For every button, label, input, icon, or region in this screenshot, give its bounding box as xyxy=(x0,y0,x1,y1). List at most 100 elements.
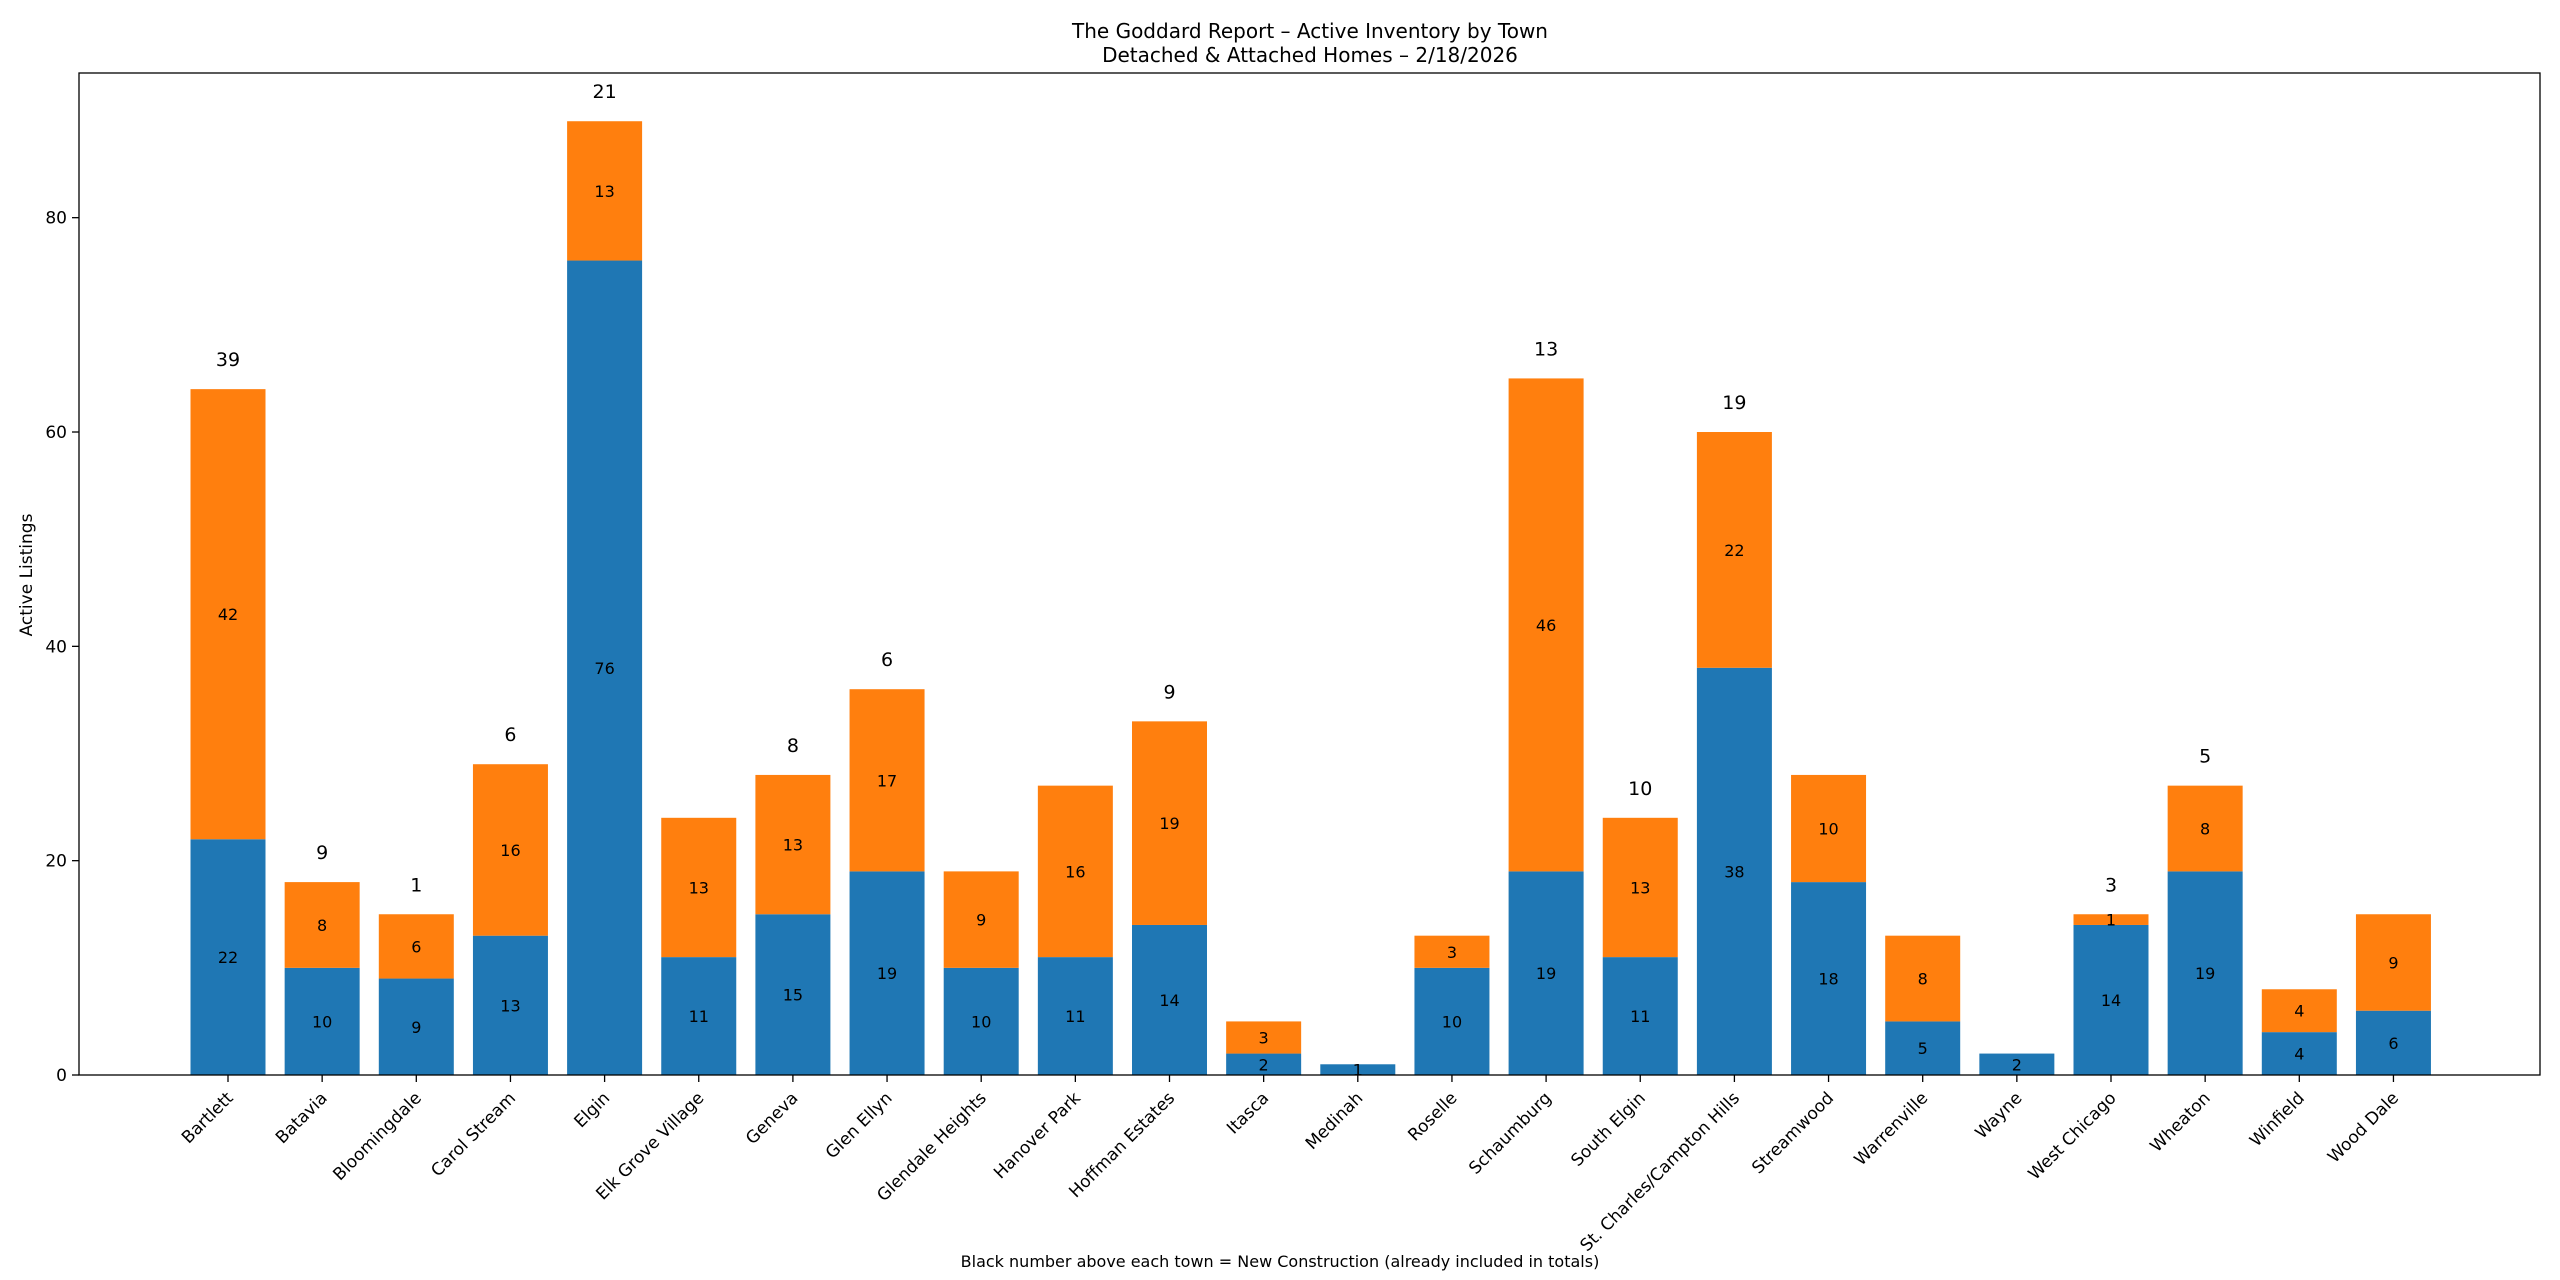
bar-detached-label: 4 xyxy=(2294,1045,2304,1064)
bar-attached xyxy=(2073,914,2149,925)
new-construction-label: 6 xyxy=(504,724,516,746)
chart-title: The Goddard Report – Active Inventory by… xyxy=(1071,19,1548,43)
bar-attached xyxy=(1226,1021,1302,1054)
new-construction-label: 13 xyxy=(1534,338,1558,360)
bar-detached-label: 11 xyxy=(1065,1007,1085,1026)
x-tick-label: Schaumburg xyxy=(1465,1088,1555,1178)
bar-detached xyxy=(567,260,643,1075)
x-tick-label: Wayne xyxy=(1972,1088,2027,1143)
chart-subtitle: Detached & Attached Homes – 2/18/2026 xyxy=(1102,43,1518,67)
bar-detached-label: 19 xyxy=(1536,964,1556,983)
bar-attached-label: 10 xyxy=(1818,820,1838,839)
bar-detached-label: 19 xyxy=(877,964,897,983)
bar-detached xyxy=(1791,882,1867,1075)
bar-attached-label: 4 xyxy=(2294,1002,2304,1021)
bar-attached xyxy=(190,389,266,840)
bar-detached xyxy=(943,967,1019,1075)
bar-attached-label: 3 xyxy=(1447,943,1457,962)
y-tick-label: 40 xyxy=(45,637,67,657)
bar-detached-label: 9 xyxy=(411,1018,421,1037)
bar-attached xyxy=(378,914,454,979)
bar-attached xyxy=(943,871,1019,968)
bar-attached-label: 19 xyxy=(1159,814,1179,833)
bar-attached-label: 9 xyxy=(976,911,986,930)
y-axis-label: Active Listings xyxy=(17,513,37,636)
bar-attached xyxy=(755,774,831,915)
bar-detached-label: 1 xyxy=(1353,1061,1363,1080)
bar-detached-label: 5 xyxy=(1918,1039,1928,1058)
y-tick-label: 60 xyxy=(45,423,67,443)
bar-attached-label: 16 xyxy=(1065,862,1085,881)
y-tick-label: 80 xyxy=(45,209,67,229)
x-tick-label: South Elgin xyxy=(1567,1088,1649,1170)
new-construction-label: 9 xyxy=(316,842,328,864)
new-construction-label: 10 xyxy=(1628,778,1652,800)
bar-attached xyxy=(1791,774,1867,883)
bar-attached xyxy=(661,817,737,958)
x-tick-label: Roselle xyxy=(1404,1088,1461,1145)
x-tick-label: Wood Dale xyxy=(2324,1088,2403,1167)
new-construction-label: 6 xyxy=(881,649,893,671)
y-axis: 0 20 40 60 80 xyxy=(45,209,79,1086)
bar-detached-label: 2 xyxy=(2012,1055,2022,1074)
x-tick-label: Warrenville xyxy=(1851,1088,1933,1170)
bar-detached xyxy=(284,967,360,1075)
bar-attached xyxy=(472,764,548,936)
bar-detached-label: 11 xyxy=(689,1007,709,1026)
bar-attached xyxy=(2355,914,2431,1011)
x-tick-label: West Chicago xyxy=(2025,1088,2121,1184)
new-construction-label: 1 xyxy=(410,874,422,896)
bar-attached-label: 22 xyxy=(1724,541,1744,560)
bar-detached xyxy=(1226,1053,1302,1075)
bar-attached-label: 1 xyxy=(2106,911,2116,930)
x-tick-label: Bartlett xyxy=(178,1088,238,1148)
x-tick-label: Hanover Park xyxy=(990,1088,1085,1183)
bar-detached xyxy=(1979,1053,2055,1075)
bar-detached-label: 11 xyxy=(1630,1007,1650,1026)
bar-detached xyxy=(1414,967,1490,1075)
bar-detached-label: 14 xyxy=(2101,991,2121,1010)
bar-detached-label: 15 xyxy=(783,986,803,1005)
new-construction-label: 8 xyxy=(787,735,799,757)
bar-detached-label: 19 xyxy=(2195,964,2215,983)
bar-attached xyxy=(2261,989,2337,1033)
x-tick-label: Itasca xyxy=(1223,1088,1273,1138)
bar-detached-label: 22 xyxy=(218,948,238,967)
new-construction-label: 21 xyxy=(593,81,617,103)
bar-detached xyxy=(2261,1032,2337,1075)
x-tick-label: Geneva xyxy=(742,1088,802,1148)
bar-detached xyxy=(2073,924,2149,1075)
bar-attached xyxy=(1037,785,1113,958)
y-tick-label: 20 xyxy=(45,852,67,872)
bars-group: 2242391089961131667613211113151381917610… xyxy=(190,81,2431,1080)
bar-detached-label: 76 xyxy=(594,659,614,678)
bar-attached xyxy=(1885,935,1961,1022)
bar-detached xyxy=(472,935,548,1075)
x-tick-label: Bloomingdale xyxy=(329,1088,425,1184)
bar-attached xyxy=(1132,721,1207,925)
new-construction-label: 9 xyxy=(1163,681,1175,703)
bar-attached-label: 6 xyxy=(411,937,421,956)
x-tick-label: Glen Ellyn xyxy=(822,1088,897,1163)
bar-attached xyxy=(1414,935,1490,968)
bar-detached-label: 18 xyxy=(1818,970,1838,989)
bar-attached-label: 17 xyxy=(877,771,897,790)
bar-detached xyxy=(1696,667,1772,1075)
bar-detached xyxy=(661,957,737,1075)
bar-attached-label: 8 xyxy=(1918,970,1928,989)
x-tick-label: Streamwood xyxy=(1748,1088,1838,1178)
bar-detached xyxy=(1885,1021,1961,1075)
footnote: Black number above each town = New Const… xyxy=(961,1252,1600,1271)
bar-attached xyxy=(284,882,360,968)
bar-detached xyxy=(1508,871,1584,1075)
bar-detached-label: 10 xyxy=(1442,1012,1462,1031)
x-tick-label: Batavia xyxy=(272,1088,332,1148)
x-tick-label: Wheaton xyxy=(2147,1088,2215,1156)
new-construction-label: 5 xyxy=(2199,746,2211,768)
bar-attached-label: 8 xyxy=(317,916,327,935)
bar-attached-label: 13 xyxy=(1630,878,1650,897)
bar-detached-label: 38 xyxy=(1724,862,1744,881)
